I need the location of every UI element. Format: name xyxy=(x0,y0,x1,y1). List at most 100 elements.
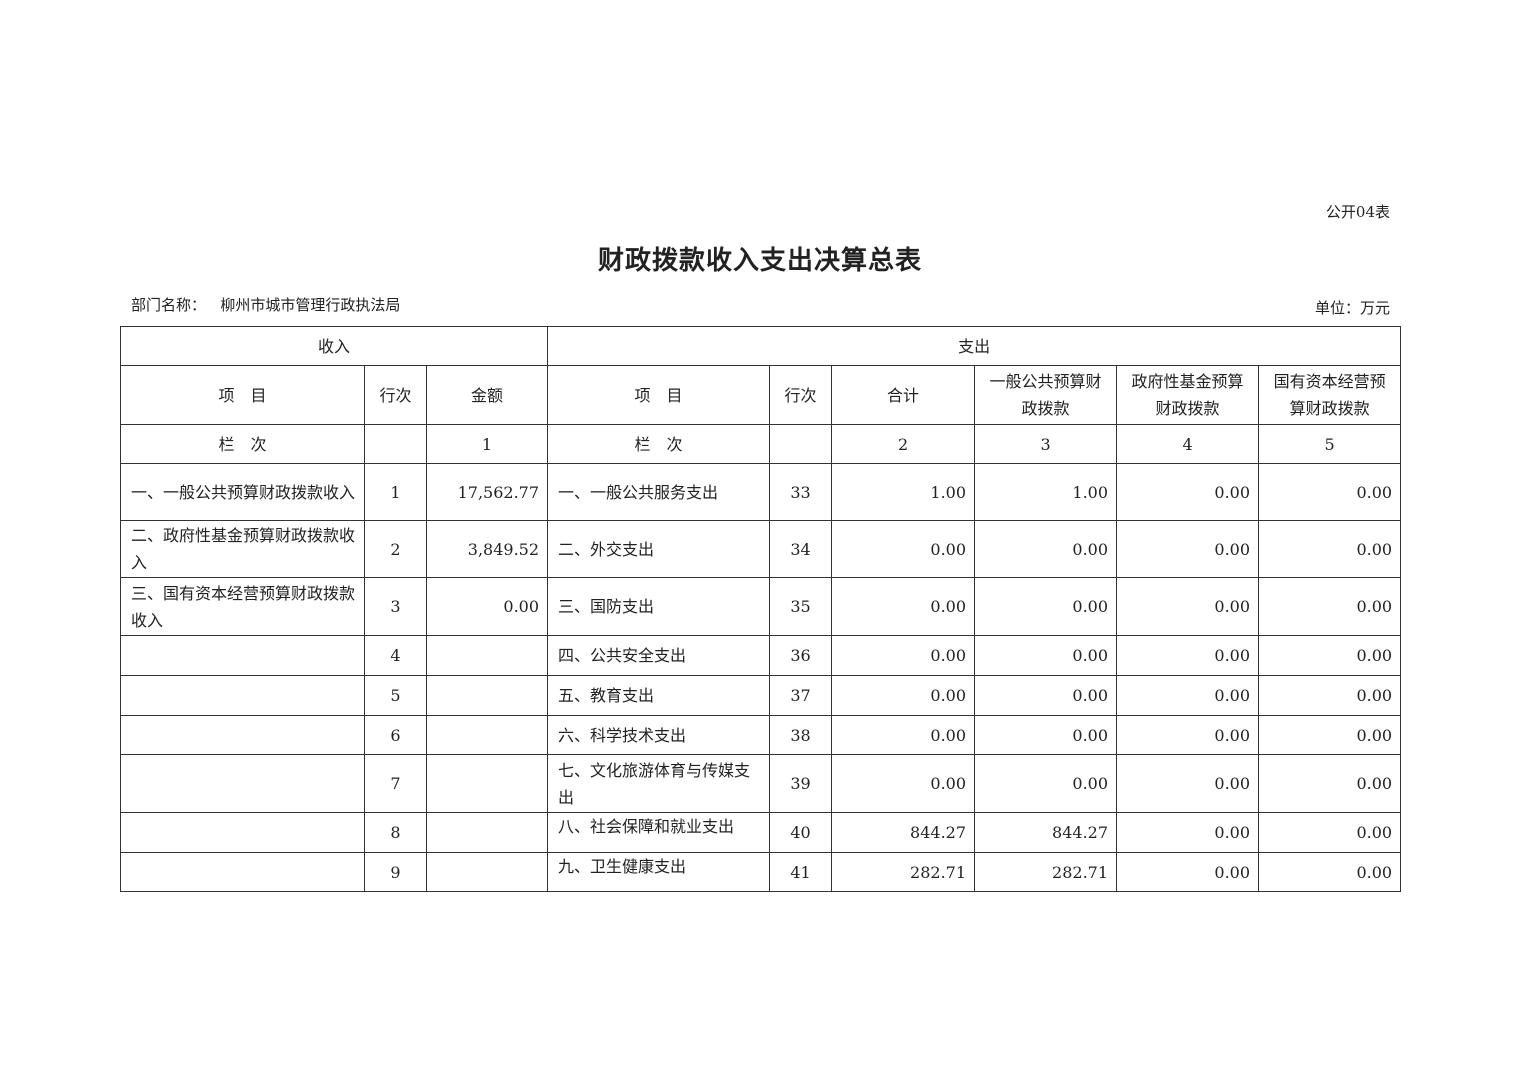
income-amount xyxy=(425,812,549,853)
expense-row-no: 35 xyxy=(769,577,833,636)
fund-budget: 0.00 xyxy=(1116,520,1260,578)
income-item xyxy=(120,754,365,813)
fund-budget: 0.00 xyxy=(1116,852,1260,892)
page-title: 财政拨款收入支出决算总表 xyxy=(597,246,922,276)
income-row-no: 1 xyxy=(364,463,427,521)
total: 0.00 xyxy=(831,715,976,755)
column-1: 1 xyxy=(425,424,549,464)
income-amount xyxy=(425,715,549,755)
expense-row-no: 38 xyxy=(769,715,833,755)
fund-budget: 0.00 xyxy=(1116,715,1260,755)
column-4: 4 xyxy=(1116,424,1260,464)
general-budget: 0.00 xyxy=(974,635,1118,676)
general-budget: 0.00 xyxy=(974,577,1118,636)
income-row-no: 3 xyxy=(364,577,427,636)
general-budget: 0.00 xyxy=(974,675,1118,716)
state-capital: 0.00 xyxy=(1258,463,1402,521)
expense-item: 一、一般公共服务支出 xyxy=(547,463,771,521)
income-item: 一、一般公共预算财政拨款收入 xyxy=(120,463,365,521)
expense-header: 支出 xyxy=(547,326,1402,366)
expense-row-no: 33 xyxy=(769,463,833,521)
total: 282.71 xyxy=(831,852,976,892)
department-name: 柳州市城市管理行政执法局 xyxy=(220,296,401,314)
income-row-no: 4 xyxy=(364,635,427,676)
column-2: 2 xyxy=(831,424,976,464)
income-amount xyxy=(425,852,549,892)
state-capital-header: 国有资本经营预算财政拨款 xyxy=(1258,365,1402,425)
income-header: 收入 xyxy=(119,326,549,366)
table-row: 9 九、卫生健康支出 41 282.71 282.71 0.00 0.00 xyxy=(120,852,1402,892)
expense-row-no: 36 xyxy=(769,635,833,676)
fund-budget-header: 政府性基金预算财政拨款 xyxy=(1116,365,1260,425)
general-budget: 844.27 xyxy=(974,812,1118,853)
general-budget-header: 一般公共预算财政拨款 xyxy=(974,365,1118,425)
fund-budget: 0.00 xyxy=(1116,577,1260,636)
income-item: 三、国有资本经营预算财政拨款收入 xyxy=(120,577,365,636)
income-row-no: 8 xyxy=(364,812,427,853)
expense-item: 六、科学技术支出 xyxy=(547,715,771,755)
income-item: 二、政府性基金预算财政拨款收入 xyxy=(120,520,365,578)
fund-budget: 0.00 xyxy=(1116,463,1260,521)
income-item xyxy=(120,852,365,892)
income-amount xyxy=(425,754,549,813)
income-row-no: 9 xyxy=(364,852,427,892)
table-row: 7 七、文化旅游体育与传媒支出 39 0.00 0.00 0.00 0.00 xyxy=(120,754,1402,813)
state-capital: 0.00 xyxy=(1258,635,1402,676)
expense-item: 三、国防支出 xyxy=(547,577,771,636)
income-item xyxy=(120,635,365,676)
expense-item: 七、文化旅游体育与传媒支出 xyxy=(547,754,771,813)
empty-cell xyxy=(364,424,427,464)
general-budget: 1.00 xyxy=(974,463,1118,521)
general-budget: 0.00 xyxy=(974,715,1118,755)
fund-budget: 0.00 xyxy=(1116,675,1260,716)
fund-budget: 0.00 xyxy=(1116,754,1260,813)
expense-row-no: 34 xyxy=(769,520,833,578)
state-capital: 0.00 xyxy=(1258,754,1402,813)
column-5: 5 xyxy=(1258,424,1402,464)
income-item xyxy=(120,812,365,853)
expense-item: 八、社会保障和就业支出 xyxy=(547,812,771,853)
general-budget: 0.00 xyxy=(974,520,1118,578)
total: 0.00 xyxy=(831,635,976,676)
expense-row-no: 41 xyxy=(769,852,833,892)
income-amount xyxy=(425,635,549,676)
expense-row-no-header: 行次 xyxy=(769,365,833,425)
fund-budget: 0.00 xyxy=(1116,635,1260,676)
column-label: 栏 次 xyxy=(547,424,771,464)
expense-row-no: 39 xyxy=(769,754,833,813)
total: 0.00 xyxy=(831,675,976,716)
table-row: 6 六、科学技术支出 38 0.00 0.00 0.00 0.00 xyxy=(120,715,1402,755)
state-capital: 0.00 xyxy=(1258,715,1402,755)
state-capital: 0.00 xyxy=(1258,812,1402,853)
income-amount: 0.00 xyxy=(425,577,549,636)
income-amount xyxy=(425,675,549,716)
income-item xyxy=(120,715,365,755)
table-row: 8 八、社会保障和就业支出 40 844.27 844.27 0.00 0.00 xyxy=(120,812,1402,853)
column-label: 栏 次 xyxy=(120,424,365,464)
total-header: 合计 xyxy=(831,365,976,425)
column-3: 3 xyxy=(974,424,1118,464)
income-row-no: 7 xyxy=(364,754,427,813)
income-row-no-header: 行次 xyxy=(364,365,427,425)
income-row-no: 2 xyxy=(364,520,427,578)
state-capital: 0.00 xyxy=(1258,520,1402,578)
table-row: 二、政府性基金预算财政拨款收入 2 3,849.52 二、外交支出 34 0.00 0.00… xyxy=(120,520,1402,578)
expense-item-header: 项 目 xyxy=(547,365,771,425)
expense-row-no: 40 xyxy=(769,812,833,853)
total: 0.00 xyxy=(831,577,976,636)
general-budget: 0.00 xyxy=(974,754,1118,813)
department: 部门名称： 柳州市城市管理行政执法局 xyxy=(131,294,400,315)
table-row: 一、一般公共预算财政拨款收入 1 17,562.77 一、一般公共服务支出 33 1.00… xyxy=(120,463,1402,521)
table-row: 三、国有资本经营预算财政拨款收入 3 0.00 三、国防支出 35 0.00 0.00 0.0… xyxy=(120,577,1402,636)
income-amount: 3,849.52 xyxy=(425,520,549,578)
total: 0.00 xyxy=(831,754,976,813)
expense-item: 五、教育支出 xyxy=(547,675,771,716)
fund-budget: 0.00 xyxy=(1116,812,1260,853)
total: 0.00 xyxy=(831,520,976,578)
table-row: 5 五、教育支出 37 0.00 0.00 0.00 0.00 xyxy=(120,675,1402,716)
expense-item: 四、公共安全支出 xyxy=(547,635,771,676)
total: 1.00 xyxy=(831,463,976,521)
empty-cell xyxy=(769,424,833,464)
department-label: 部门名称： xyxy=(131,296,207,314)
income-amount: 17,562.77 xyxy=(425,463,549,521)
